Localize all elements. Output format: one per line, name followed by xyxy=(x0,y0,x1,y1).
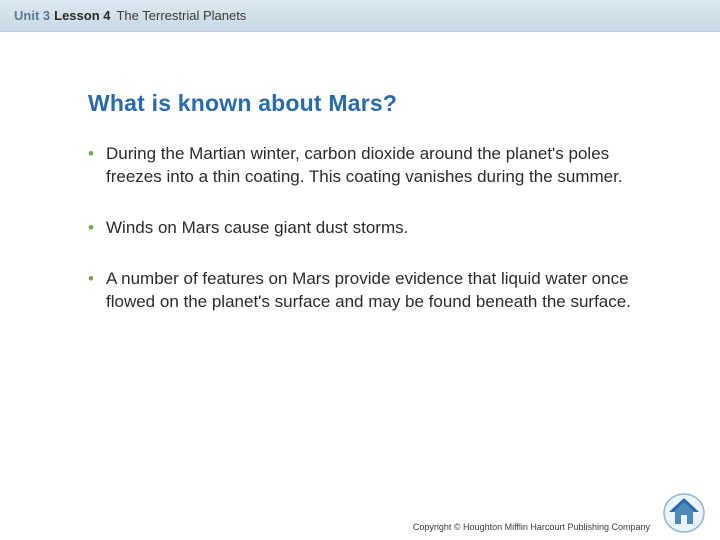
copyright-text: Copyright © Houghton Mifflin Harcourt Pu… xyxy=(413,522,650,532)
header-bar: Unit 3 Lesson 4 The Terrestrial Planets xyxy=(0,0,720,32)
lesson-title: The Terrestrial Planets xyxy=(116,8,246,23)
bullet-item: During the Martian winter, carbon dioxid… xyxy=(88,143,650,189)
slide-heading: What is known about Mars? xyxy=(88,90,650,117)
home-icon xyxy=(662,492,706,534)
bullet-item: A number of features on Mars provide evi… xyxy=(88,268,650,314)
bullet-item: Winds on Mars cause giant dust storms. xyxy=(88,217,650,240)
unit-label: Unit 3 xyxy=(14,8,50,23)
home-button[interactable] xyxy=(662,492,706,534)
content-area: What is known about Mars? During the Mar… xyxy=(0,32,720,314)
bullet-list: During the Martian winter, carbon dioxid… xyxy=(88,143,650,314)
lesson-label: Lesson 4 xyxy=(54,8,110,23)
